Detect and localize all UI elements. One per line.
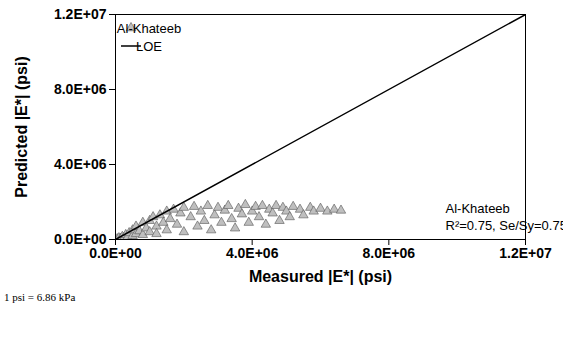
html-text:1 psi = 6.86 kPa: 1 psi = 6.86 kPa — [4, 291, 76, 303]
svg-text:4.0E+06: 4.0E+06 — [54, 156, 107, 172]
svg-text:1.2E+07: 1.2E+07 — [499, 245, 552, 261]
svg-text:Al-Khateeb: Al-Khateeb — [117, 21, 181, 36]
svg-text:R²=0.75, Se/Sy=0.75: R²=0.75, Se/Sy=0.75 — [446, 218, 563, 233]
svg-text:4.0E+06: 4.0E+06 — [226, 245, 279, 261]
svg-text:Predicted |E*| (psi): Predicted |E*| (psi) — [13, 56, 30, 197]
svg-text:Al-Khateeb: Al-Khateeb — [446, 201, 510, 216]
svg-text:0.0E+00: 0.0E+00 — [89, 245, 142, 261]
svg-text:LOE: LOE — [136, 39, 162, 54]
svg-text:8.0E+06: 8.0E+06 — [363, 245, 416, 261]
svg-text:8.0E+06: 8.0E+06 — [54, 81, 107, 97]
svg-text:0.0E+00: 0.0E+00 — [53, 231, 107, 247]
svg-text:1.2E+07: 1.2E+07 — [54, 6, 107, 22]
svg-text:Measured |E*| (psi): Measured |E*| (psi) — [249, 268, 392, 285]
